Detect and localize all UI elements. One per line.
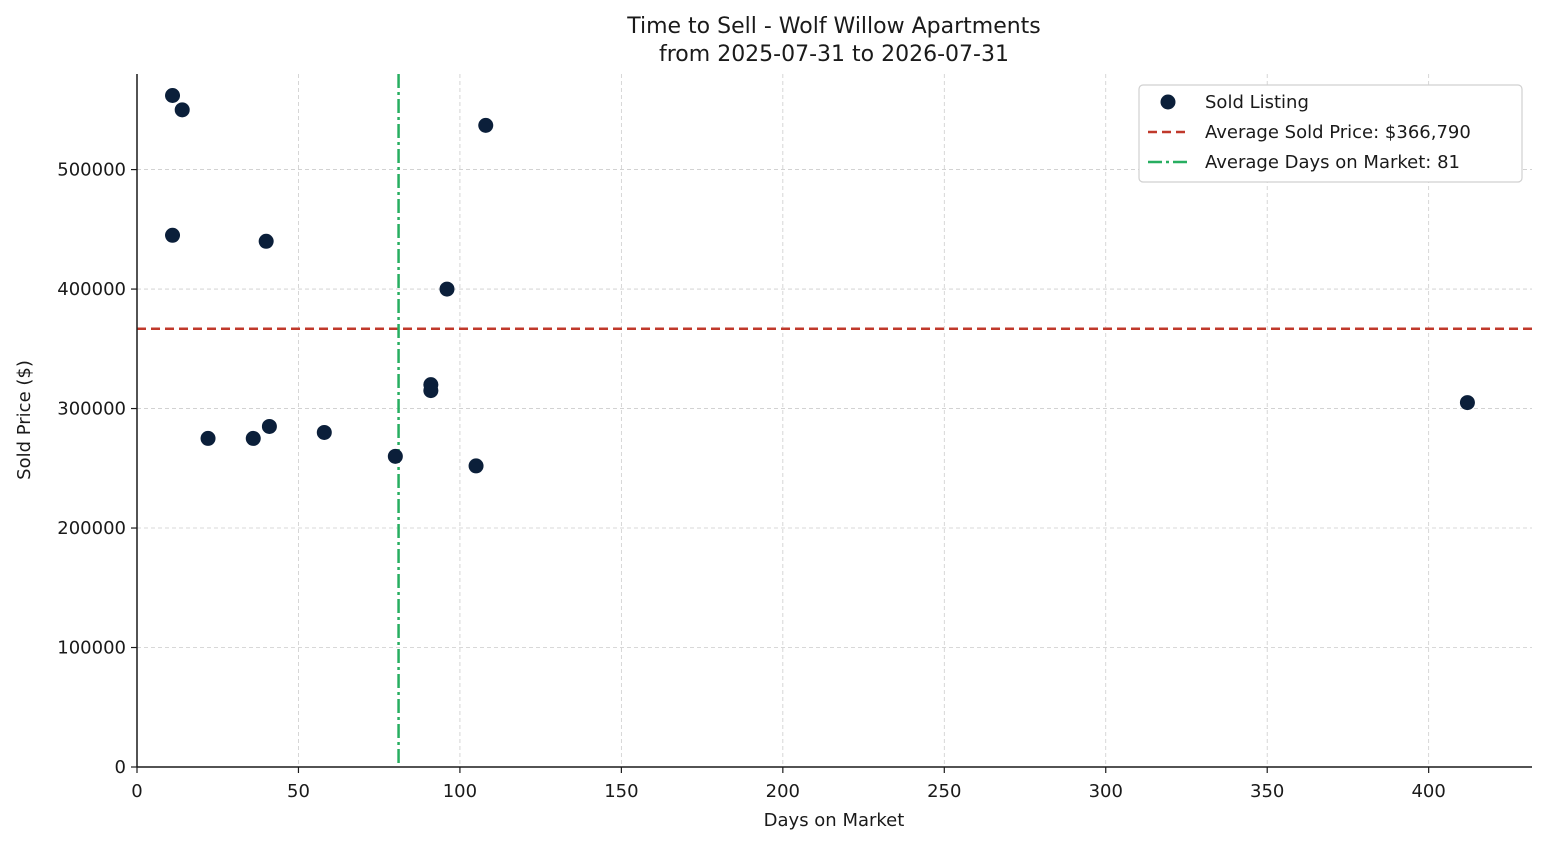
legend-box (1138, 84, 1523, 183)
x-tick-label: 400 (1411, 781, 1445, 802)
y-tick-label: 0 (115, 757, 126, 778)
x-tick-label: 150 (604, 781, 638, 802)
data-points (165, 88, 1475, 474)
chart-title-group: Time to Sell - Wolf Willow Apartments fr… (626, 14, 1041, 67)
x-tick-label: 200 (766, 781, 800, 802)
y-tick-label: 100000 (57, 638, 126, 659)
legend-marker-point (1160, 94, 1176, 110)
sold-listing-point (468, 458, 484, 474)
sold-listing-point (1459, 395, 1475, 411)
x-axis-ticks: 0 50 100 150 200 250 300 350 400 (131, 767, 1446, 802)
legend-entry-label: Average Sold Price: $366,790 (1205, 122, 1471, 143)
sold-listing-point (478, 117, 494, 133)
legend-entry-label: Sold Listing (1205, 92, 1309, 113)
sold-listing-point (245, 430, 261, 446)
y-tick-label: 200000 (57, 518, 126, 539)
sold-listing-point (387, 448, 403, 464)
y-tick-label: 500000 (57, 160, 126, 181)
sold-listing-point (261, 418, 277, 434)
chart-title: Time to Sell - Wolf Willow Apartments (626, 14, 1041, 39)
sold-listing-point (423, 383, 439, 399)
sold-listing-point (316, 424, 332, 440)
y-axis-label: Sold Price ($) (14, 360, 35, 480)
axes (136, 74, 1532, 768)
sold-listing-point (165, 227, 181, 243)
x-tick-label: 100 (443, 781, 477, 802)
x-axis-label: Days on Market (764, 810, 905, 831)
x-tick-label: 350 (1250, 781, 1284, 802)
x-tick-label: 50 (287, 781, 310, 802)
x-tick-label: 0 (131, 781, 142, 802)
legend: Sold Listing Average Sold Price: $366,790… (1138, 84, 1523, 183)
y-tick-label: 400000 (57, 279, 126, 300)
sold-listing-point (200, 430, 216, 446)
sold-listing-point (165, 88, 181, 104)
sold-listing-point (258, 233, 274, 249)
chart-subtitle: from 2025-07-31 to 2026-07-31 (659, 42, 1009, 67)
sold-listing-point (174, 102, 190, 118)
reference-lines (137, 74, 1532, 767)
legend-entry-label: Average Days on Market: 81 (1205, 152, 1460, 173)
sold-listing-point (439, 281, 455, 297)
x-tick-label: 300 (1089, 781, 1123, 802)
y-tick-label: 300000 (57, 399, 126, 420)
x-tick-label: 250 (927, 781, 961, 802)
y-axis-ticks: 0 100000 200000 300000 400000 500000 (57, 160, 137, 778)
